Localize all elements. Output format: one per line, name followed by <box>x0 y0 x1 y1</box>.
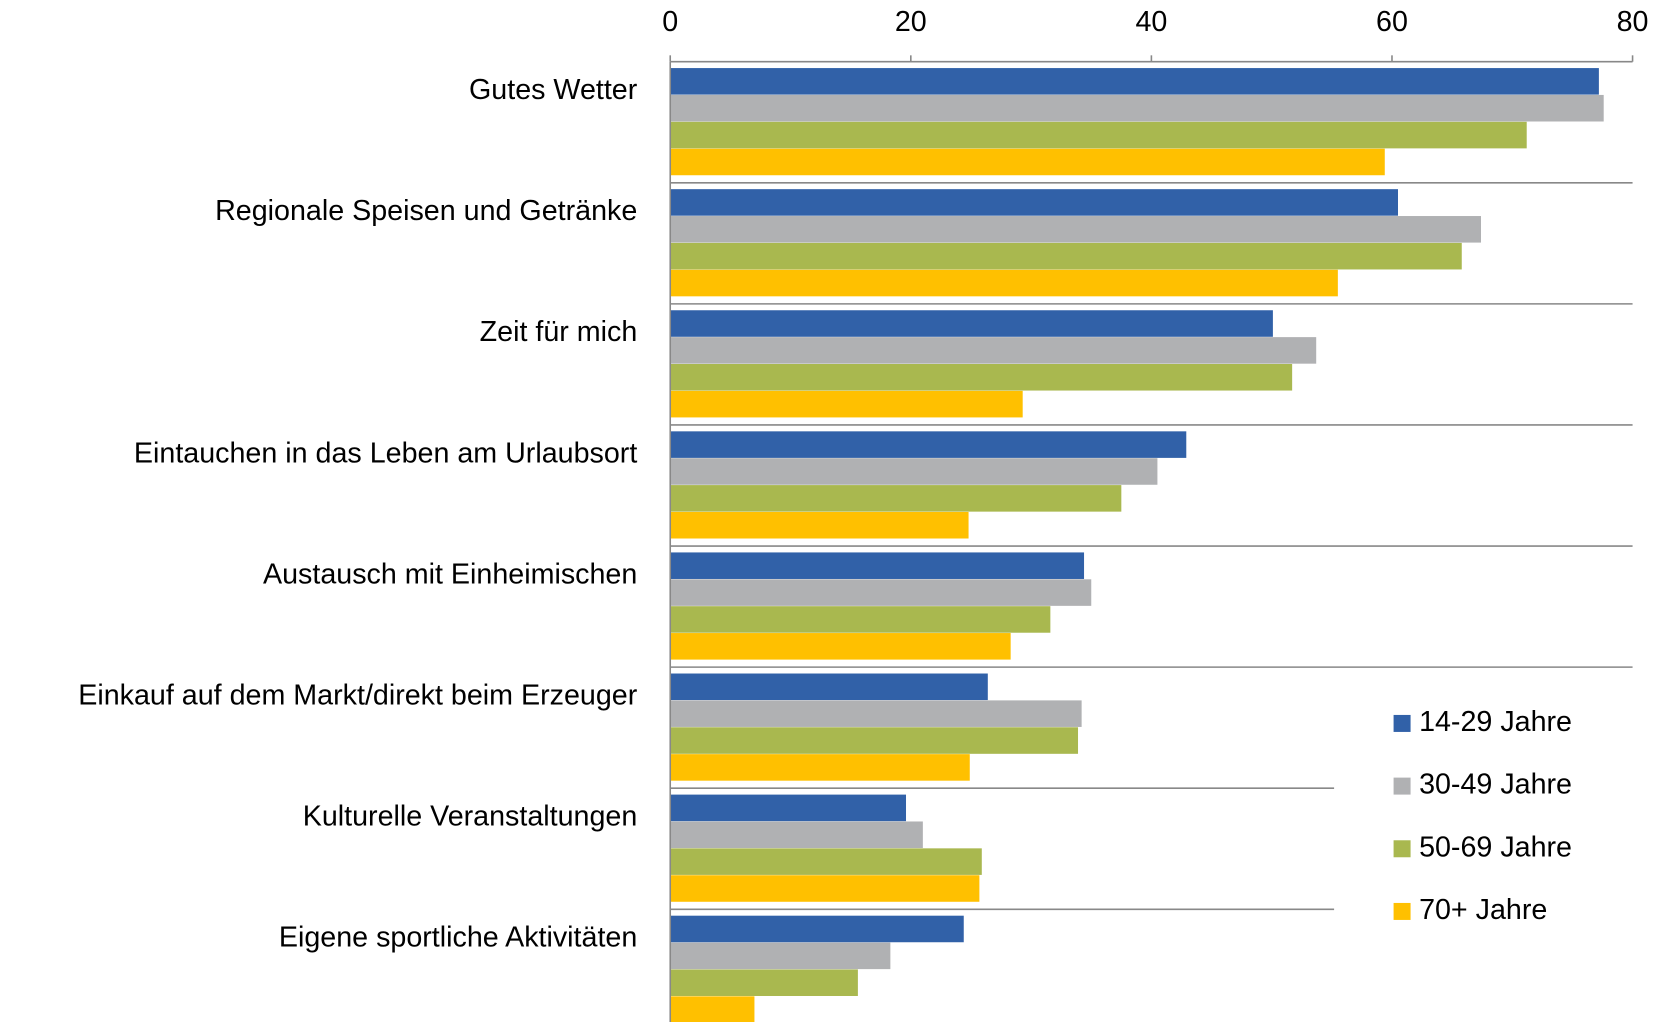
bar <box>670 269 1338 297</box>
bar <box>670 337 1317 364</box>
bar <box>670 727 1079 754</box>
category-label: Eintauchen in das Leben am Urlaubsort <box>134 437 637 469</box>
legend-label: 30-49 Jahre <box>1419 769 1572 801</box>
bar <box>670 121 1527 149</box>
bar <box>670 606 1051 633</box>
bar <box>670 875 980 902</box>
bar <box>670 673 988 701</box>
bar <box>670 552 1085 579</box>
bar <box>670 189 1399 216</box>
bar <box>670 242 1462 270</box>
bar <box>670 68 1599 95</box>
category-label: Einkauf auf dem Markt/direkt beim Erzeug… <box>78 679 637 711</box>
category-label: Gutes Wetter <box>469 74 638 106</box>
bar <box>670 511 969 539</box>
bar <box>670 821 923 849</box>
bar <box>670 94 1604 122</box>
category-label: Eigene sportliche Aktivitäten <box>279 922 637 954</box>
bar <box>670 310 1273 337</box>
bar <box>670 148 1385 176</box>
category-label: Regionale Speisen und Getränke <box>215 195 637 227</box>
x-tick-label: 80 <box>1617 6 1649 38</box>
legend-label: 70+ Jahre <box>1419 894 1547 926</box>
x-tick-label: 0 <box>662 6 678 38</box>
bar <box>670 915 964 943</box>
x-tick-label: 20 <box>895 6 927 38</box>
legend-swatch <box>1393 902 1411 920</box>
legend-swatch <box>1393 777 1411 795</box>
x-tick-label: 40 <box>1135 6 1167 38</box>
legend-label: 14-29 Jahre <box>1419 706 1572 738</box>
bar <box>670 431 1187 458</box>
category-label: Austausch mit Einheimischen <box>263 558 637 590</box>
bar <box>670 848 982 875</box>
bar <box>670 942 891 970</box>
category-label: Kulturelle Veranstaltungen <box>303 801 638 833</box>
bar <box>670 700 1082 727</box>
legend-swatch <box>1393 840 1411 858</box>
bar <box>670 363 1293 391</box>
bar <box>670 794 907 822</box>
bar <box>670 216 1482 243</box>
bar <box>670 633 1011 660</box>
bar <box>670 754 970 781</box>
legend-swatch <box>1393 714 1411 732</box>
x-tick-label: 60 <box>1376 6 1408 38</box>
category-label: Zeit für mich <box>480 316 638 348</box>
bar <box>670 458 1158 485</box>
legend-label: 50-69 Jahre <box>1419 831 1572 863</box>
bar <box>670 579 1092 606</box>
bar <box>670 969 858 996</box>
bar <box>670 390 1023 418</box>
legend-background <box>1334 690 1653 946</box>
bar <box>670 996 755 1022</box>
bar <box>670 485 1122 512</box>
